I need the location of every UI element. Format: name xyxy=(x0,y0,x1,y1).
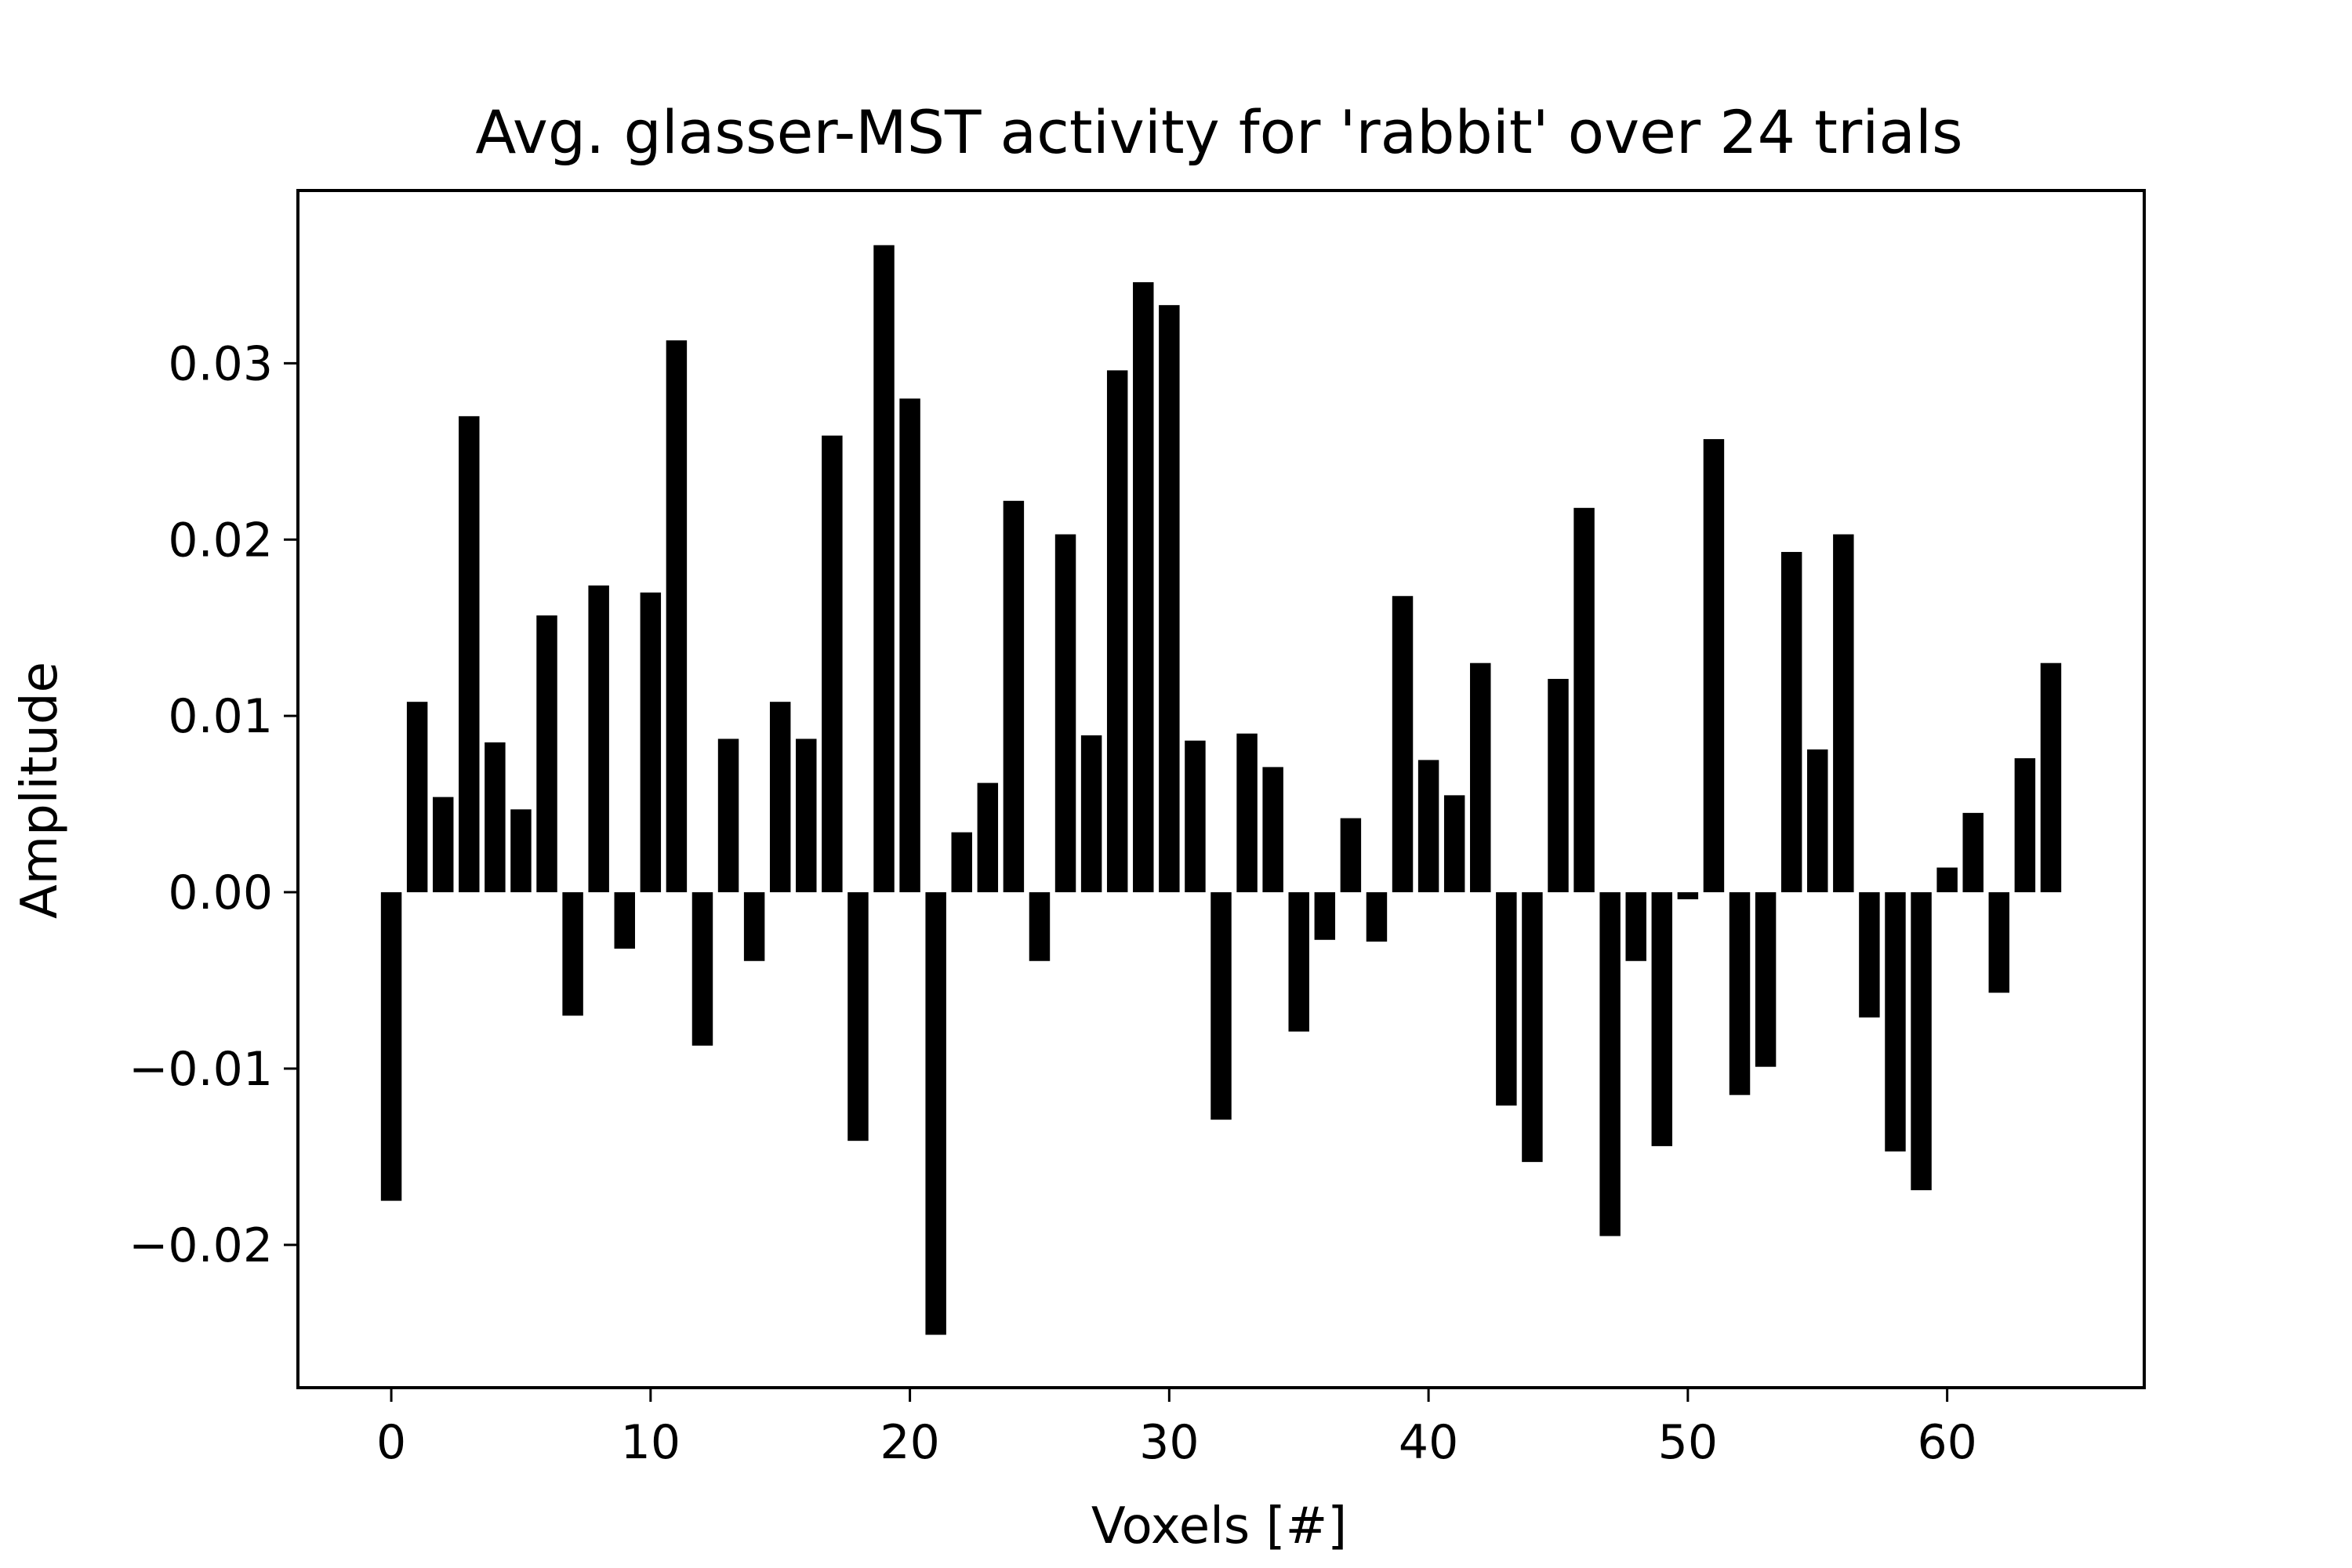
bar-voxel-11 xyxy=(666,340,688,893)
bar-voxel-52 xyxy=(1729,892,1751,1095)
bar-voxel-7 xyxy=(562,892,583,1016)
x-tick-label: 60 xyxy=(1917,1415,1976,1470)
bar-voxel-6 xyxy=(536,615,557,893)
bar-voxel-22 xyxy=(951,832,972,893)
bar-voxel-46 xyxy=(1573,507,1595,893)
x-tick-label: 40 xyxy=(1399,1415,1458,1470)
bar-voxel-62 xyxy=(1988,892,2010,993)
x-tick-label: 20 xyxy=(880,1415,939,1470)
bar-voxel-63 xyxy=(2014,758,2036,893)
y-tick-label: 0.03 xyxy=(168,336,273,391)
y-tick-label: 0.02 xyxy=(168,513,273,568)
bar-voxel-50 xyxy=(1677,892,1699,900)
bar-voxel-40 xyxy=(1417,760,1439,893)
x-tick-label: 10 xyxy=(621,1415,681,1470)
bar-voxel-49 xyxy=(1651,892,1673,1146)
y-axis-ticks: −0.02 −0.01 0.00 0.01 0.02 0.03 xyxy=(129,336,298,1273)
bar-voxel-23 xyxy=(977,782,999,893)
bar-voxel-56 xyxy=(1833,534,1854,893)
bar-voxel-48 xyxy=(1625,892,1646,961)
bar-voxel-25 xyxy=(1029,892,1051,961)
bar-voxel-45 xyxy=(1548,678,1569,893)
bar-voxel-32 xyxy=(1210,892,1232,1120)
x-axis-ticks: 0 10 20 30 40 50 60 xyxy=(376,1388,1977,1470)
bar-voxel-24 xyxy=(1003,500,1025,893)
bar-voxel-1 xyxy=(406,702,428,893)
bar-voxel-8 xyxy=(588,585,609,893)
bar-voxel-47 xyxy=(1599,892,1621,1236)
bar-voxel-64 xyxy=(2040,662,2062,893)
y-axis-label: Amplitude xyxy=(11,662,69,919)
x-axis-label: Voxels [#] xyxy=(1091,1497,1347,1555)
bar-voxel-30 xyxy=(1159,305,1180,893)
bar-voxel-26 xyxy=(1054,534,1076,893)
bar-voxel-51 xyxy=(1703,439,1725,893)
plot-frame xyxy=(296,189,2146,1389)
y-tick-label: −0.02 xyxy=(129,1218,273,1273)
bar-voxel-54 xyxy=(1780,552,1802,893)
bar-voxel-14 xyxy=(743,892,765,961)
y-tick-label: 0.00 xyxy=(168,866,273,920)
bar-voxel-15 xyxy=(769,702,791,893)
bar-voxel-33 xyxy=(1236,733,1258,893)
bar-voxel-38 xyxy=(1366,892,1388,942)
bar-voxel-20 xyxy=(899,398,920,893)
bar-voxel-5 xyxy=(510,809,532,893)
bar-voxel-16 xyxy=(796,739,817,893)
y-tick-label: −0.01 xyxy=(129,1042,273,1097)
bar-voxel-4 xyxy=(485,742,506,893)
bar-voxel-37 xyxy=(1340,818,1362,893)
bar-voxel-12 xyxy=(691,892,713,1046)
bar-voxel-2 xyxy=(432,797,454,893)
bar-voxel-34 xyxy=(1262,767,1283,893)
x-tick-label: 50 xyxy=(1658,1415,1718,1470)
bar-voxel-57 xyxy=(1859,892,1880,1018)
bar-voxel-18 xyxy=(848,892,869,1142)
y-tick-label: 0.01 xyxy=(168,689,273,744)
bar-voxel-59 xyxy=(1911,892,1932,1191)
bar-voxel-58 xyxy=(1885,892,1906,1152)
bar-voxel-53 xyxy=(1755,892,1777,1067)
bar-voxel-60 xyxy=(1936,867,1958,893)
bar-voxel-3 xyxy=(459,416,480,893)
bar-voxel-9 xyxy=(614,892,635,949)
bar-voxel-36 xyxy=(1314,892,1336,940)
bar-voxel-31 xyxy=(1185,740,1206,893)
bar-voxel-55 xyxy=(1807,749,1828,893)
bar-voxel-13 xyxy=(717,739,739,893)
bar-voxel-29 xyxy=(1133,281,1154,893)
x-tick-label: 0 xyxy=(376,1415,406,1470)
bar-voxel-19 xyxy=(873,245,895,893)
chart-title: Avg. glasser-MST activity for 'rabbit' o… xyxy=(475,97,1962,167)
bar-voxel-0 xyxy=(380,892,402,1201)
bar-voxel-27 xyxy=(1080,735,1102,893)
bar-voxel-39 xyxy=(1392,596,1414,893)
bar-voxel-44 xyxy=(1522,892,1543,1163)
bar-voxel-41 xyxy=(1443,795,1465,893)
bar-voxel-42 xyxy=(1470,662,1491,893)
bar-voxel-17 xyxy=(822,435,843,893)
bar-voxel-61 xyxy=(1962,812,1984,893)
bar-voxel-28 xyxy=(1106,370,1128,893)
x-tick-label: 30 xyxy=(1139,1415,1199,1470)
bar-voxel-35 xyxy=(1288,892,1309,1032)
bar-voxel-43 xyxy=(1496,892,1517,1106)
bar-voxel-10 xyxy=(640,592,662,893)
bars xyxy=(380,245,2062,1335)
bar-voxel-21 xyxy=(925,892,946,1335)
